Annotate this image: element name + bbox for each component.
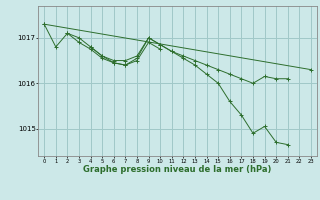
X-axis label: Graphe pression niveau de la mer (hPa): Graphe pression niveau de la mer (hPa) [84,165,272,174]
